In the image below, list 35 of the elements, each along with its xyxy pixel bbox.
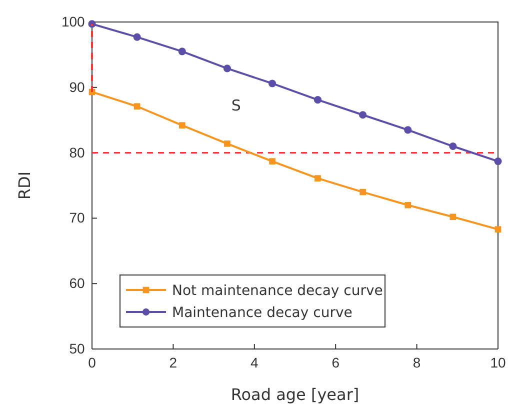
point [449,142,457,150]
x-tick-label: 6 [332,354,340,370]
y-tick-label: 90 [69,78,86,95]
point [224,140,230,147]
point [269,158,276,164]
point [404,202,412,208]
point [359,111,367,119]
legend-label: Maintenance decay curve [172,304,352,321]
point [360,188,366,196]
annotation: S [231,96,241,115]
point [268,80,276,88]
point [223,64,231,72]
point [178,48,186,56]
point [404,126,412,134]
x-tick-label: 8 [412,354,421,370]
point [494,226,502,232]
y-axis-title: RDI [15,171,34,200]
point [178,122,186,128]
point [314,96,322,104]
point [133,33,141,41]
x-tick-label: 10 [490,354,506,370]
x-tick-label: 2 [169,354,178,370]
point [450,214,456,220]
y-tick-label: 70 [69,210,86,226]
y-tick-label: 80 [69,144,86,160]
y-tick-label: 60 [69,275,86,292]
x-tick-label: 0 [88,354,96,370]
point [494,158,502,166]
y-tick-label: 100 [61,13,86,30]
point [134,103,140,110]
point [314,175,321,182]
y-tick-label: 50 [69,340,86,356]
x-tick-label: 4 [250,354,258,370]
x-axis-title: Road age [year] [230,385,360,404]
legend-label: Not maintenance decay curve [172,282,383,299]
